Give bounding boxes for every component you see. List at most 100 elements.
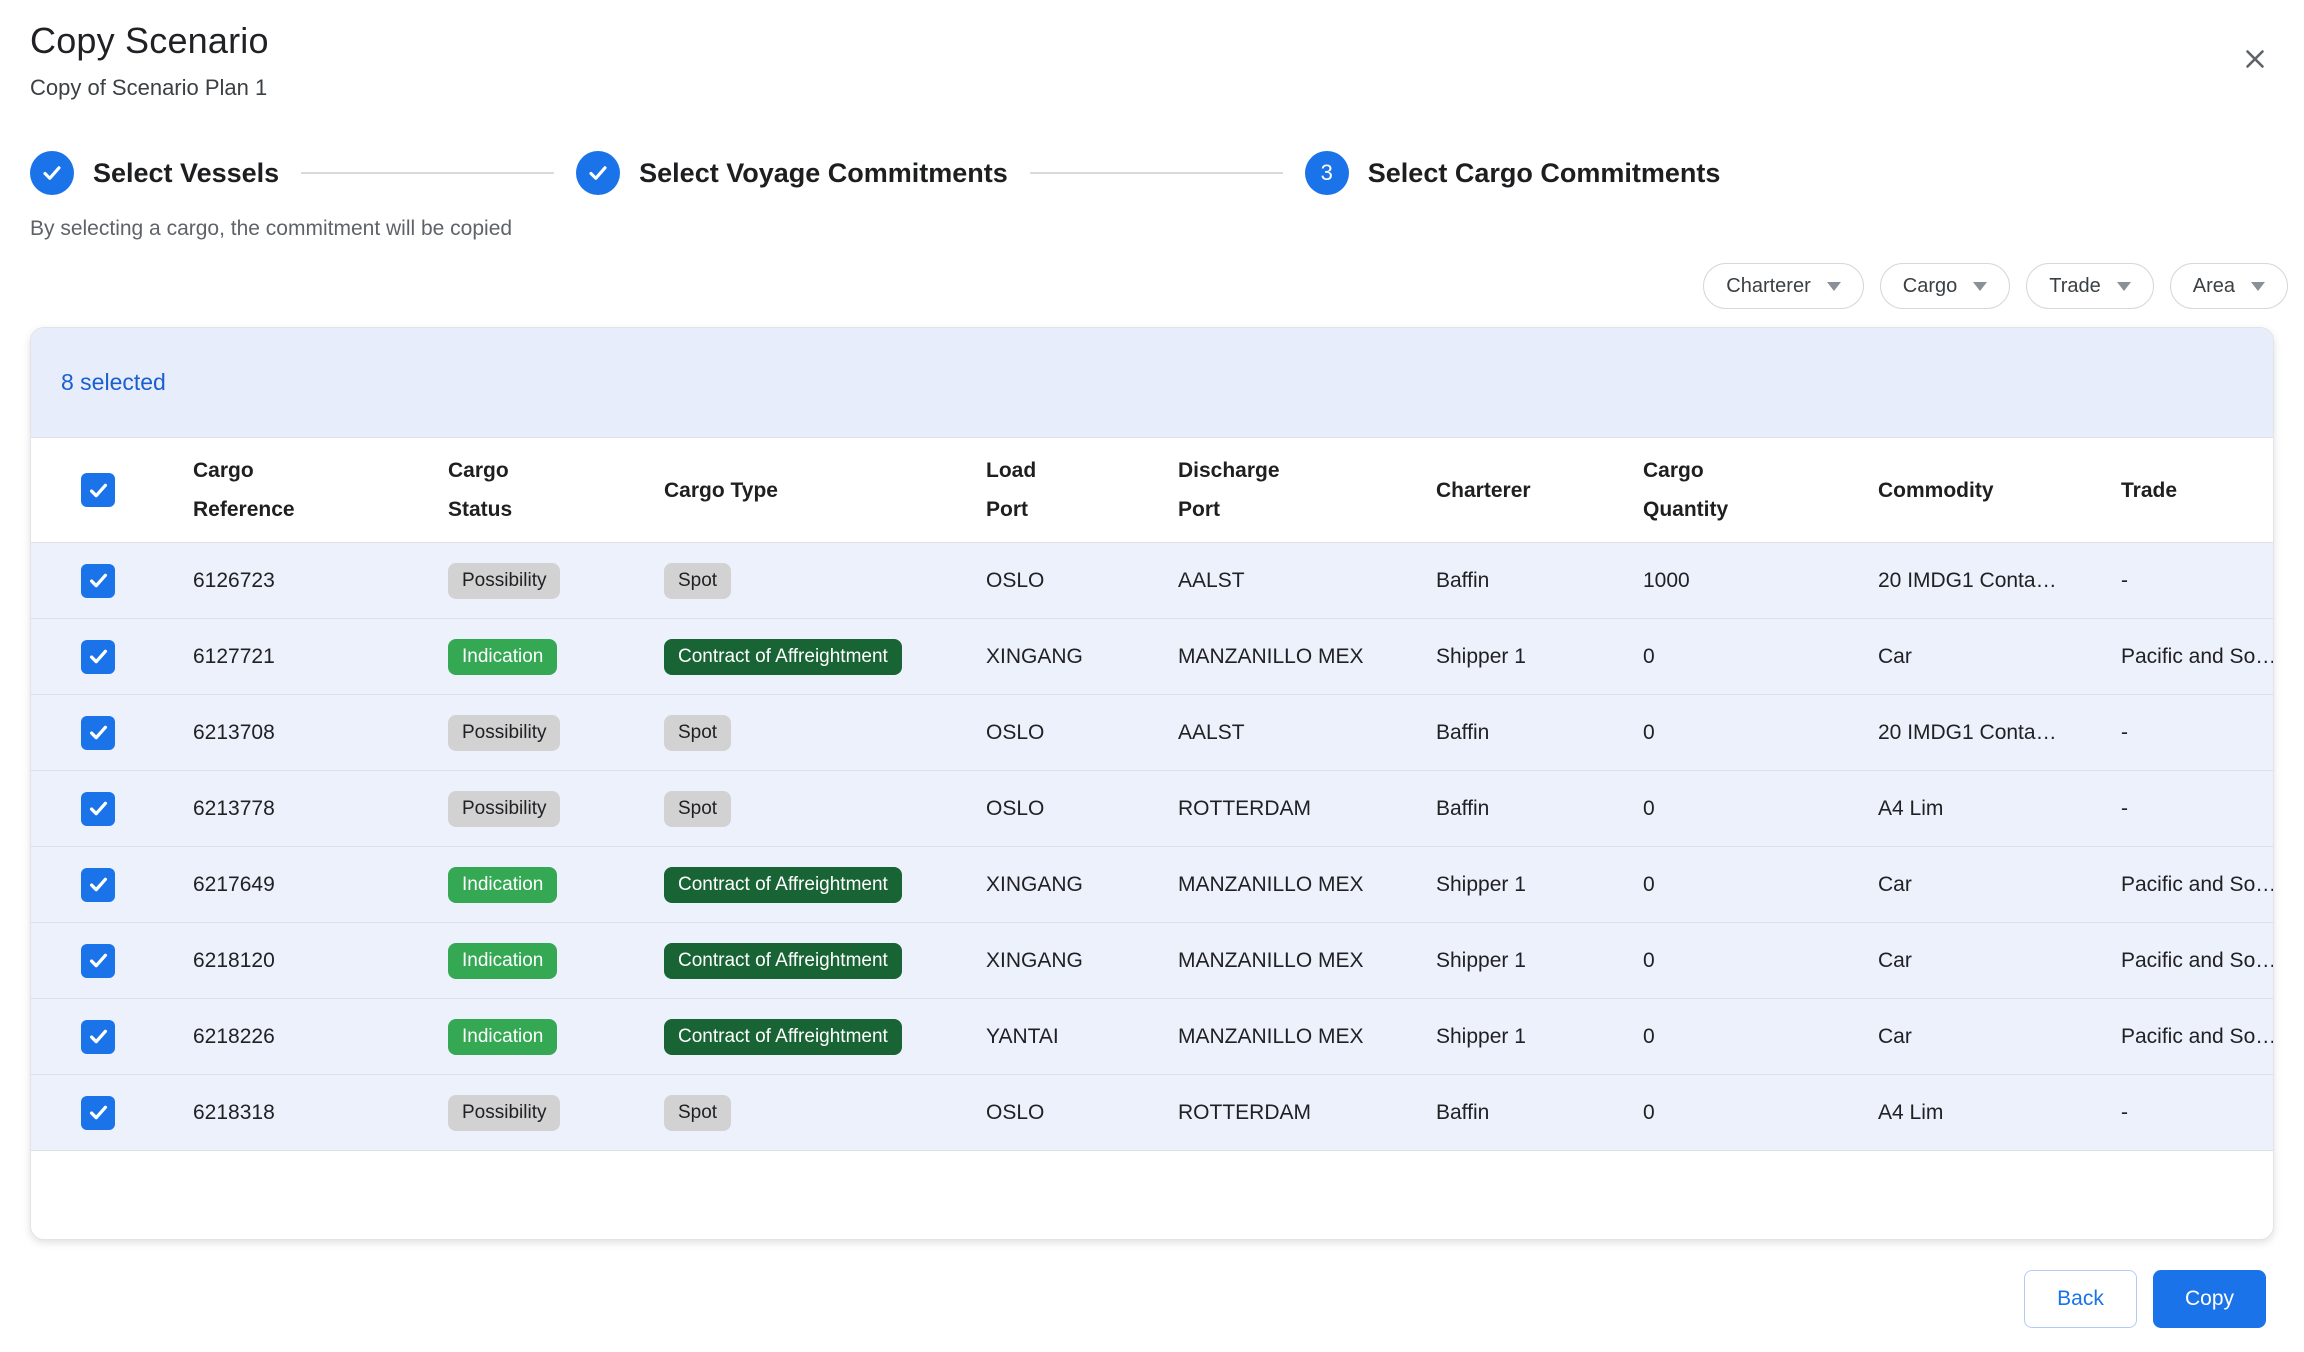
cell-charterer: Baffin [1436, 797, 1643, 821]
col-header-cargo-status: Cargo Status [448, 451, 664, 529]
row-checkbox[interactable] [81, 640, 115, 674]
filter-area[interactable]: Area [2170, 263, 2288, 309]
cargo-status-badge: Possibility [448, 791, 560, 827]
row-select-cell [31, 564, 193, 598]
filter-label: Charterer [1726, 275, 1810, 298]
cell-cargo-status: Indication [448, 867, 664, 903]
step-label: Select Voyage Commitments [639, 158, 1008, 189]
cell-discharge-port: ROTTERDAM [1178, 797, 1436, 821]
row-select-cell [31, 792, 193, 826]
cell-discharge-port: MANZANILLO MEX [1178, 873, 1436, 897]
cell-trade: - [2121, 797, 2273, 821]
step-select-cargo-commitments[interactable]: 3 Select Cargo Commitments [1305, 151, 1721, 195]
table-body: 6126723 Possibility Spot OSLO AALST Baff… [31, 543, 2273, 1151]
cell-cargo-status: Indication [448, 943, 664, 979]
row-checkbox[interactable] [81, 868, 115, 902]
cell-load-port: XINGANG [986, 873, 1178, 897]
row-checkbox[interactable] [81, 1020, 115, 1054]
col-header-commodity: Commodity [1878, 471, 2121, 510]
row-select-cell [31, 944, 193, 978]
cell-cargo-type: Contract of Affreightment [664, 639, 986, 675]
cell-load-port: OSLO [986, 1101, 1178, 1125]
filter-charterer[interactable]: Charterer [1703, 263, 1863, 309]
table-row[interactable]: 6126723 Possibility Spot OSLO AALST Baff… [31, 543, 2273, 619]
cell-charterer: Baffin [1436, 721, 1643, 745]
select-all-checkbox[interactable] [81, 473, 115, 507]
row-checkbox[interactable] [81, 792, 115, 826]
cell-cargo-quantity: 0 [1643, 1025, 1878, 1049]
table-header-row: Cargo Reference Cargo Status Cargo Type … [31, 438, 2273, 543]
table-row[interactable]: 6127721 Indication Contract of Affreight… [31, 619, 2273, 695]
cell-load-port: OSLO [986, 569, 1178, 593]
cell-cargo-reference: 6217649 [193, 873, 448, 897]
cell-cargo-type: Contract of Affreightment [664, 943, 986, 979]
cell-trade: - [2121, 1101, 2273, 1125]
step-select-voyage-commitments[interactable]: Select Voyage Commitments [576, 151, 1008, 195]
row-checkbox[interactable] [81, 1096, 115, 1130]
step-select-vessels[interactable]: Select Vessels [30, 151, 279, 195]
cargo-type-badge: Spot [664, 791, 731, 827]
cell-cargo-quantity: 0 [1643, 873, 1878, 897]
filter-label: Area [2193, 275, 2235, 298]
cell-trade: - [2121, 569, 2273, 593]
cell-charterer: Shipper 1 [1436, 1025, 1643, 1049]
cell-load-port: OSLO [986, 721, 1178, 745]
cargo-type-badge: Contract of Affreightment [664, 639, 902, 675]
back-button[interactable]: Back [2024, 1270, 2137, 1328]
cell-cargo-status: Indication [448, 639, 664, 675]
cell-commodity: Car [1878, 949, 2121, 973]
check-icon [87, 797, 110, 820]
table-row[interactable]: 6217649 Indication Contract of Affreight… [31, 847, 2273, 923]
dialog-subtitle: Copy of Scenario Plan 1 [30, 75, 2304, 101]
cell-charterer: Baffin [1436, 569, 1643, 593]
col-header-discharge-port: Discharge Port [1178, 451, 1436, 529]
cell-cargo-quantity: 0 [1643, 1101, 1878, 1125]
row-checkbox[interactable] [81, 716, 115, 750]
cell-cargo-reference: 6218318 [193, 1101, 448, 1125]
select-all-cell [31, 473, 193, 507]
chevron-down-icon [1973, 282, 1987, 291]
cell-trade: Pacific and So… [2121, 873, 2273, 897]
dialog-footer: Back Copy [2024, 1270, 2266, 1328]
chevron-down-icon [2117, 282, 2131, 291]
col-header-load-port: Load Port [986, 451, 1178, 529]
step-complete-check-icon [30, 151, 74, 195]
cell-cargo-type: Contract of Affreightment [664, 1019, 986, 1055]
table-row[interactable]: 6213708 Possibility Spot OSLO AALST Baff… [31, 695, 2273, 771]
row-checkbox[interactable] [81, 944, 115, 978]
cargo-type-badge: Contract of Affreightment [664, 943, 902, 979]
check-icon [87, 1025, 110, 1048]
cargo-status-badge: Possibility [448, 715, 560, 751]
cell-cargo-reference: 6218120 [193, 949, 448, 973]
copy-button[interactable]: Copy [2153, 1270, 2266, 1328]
stepper: Select Vessels Select Voyage Commitments… [30, 151, 2304, 195]
cell-charterer: Shipper 1 [1436, 949, 1643, 973]
cell-cargo-quantity: 0 [1643, 949, 1878, 973]
cargo-status-badge: Indication [448, 639, 557, 675]
step-number-badge: 3 [1305, 151, 1349, 195]
chevron-down-icon [1827, 282, 1841, 291]
cell-discharge-port: AALST [1178, 569, 1436, 593]
stepper-connector [1030, 172, 1283, 174]
cell-cargo-status: Indication [448, 1019, 664, 1055]
cell-commodity: Car [1878, 873, 2121, 897]
table-row[interactable]: 6218318 Possibility Spot OSLO ROTTERDAM … [31, 1075, 2273, 1151]
table-row[interactable]: 6213778 Possibility Spot OSLO ROTTERDAM … [31, 771, 2273, 847]
cell-cargo-type: Spot [664, 715, 986, 751]
cell-commodity: 20 IMDG1 Conta… [1878, 721, 2121, 745]
filter-cargo[interactable]: Cargo [1880, 263, 2010, 309]
table-row[interactable]: 6218226 Indication Contract of Affreight… [31, 999, 2273, 1075]
cell-trade: Pacific and So… [2121, 1025, 2273, 1049]
col-header-cargo-quantity: Cargo Quantity [1643, 451, 1878, 529]
row-checkbox[interactable] [81, 564, 115, 598]
table-row[interactable]: 6218120 Indication Contract of Affreight… [31, 923, 2273, 999]
close-button[interactable] [2232, 36, 2278, 82]
cell-cargo-reference: 6218226 [193, 1025, 448, 1049]
filter-trade[interactable]: Trade [2026, 263, 2154, 309]
cell-cargo-type: Contract of Affreightment [664, 867, 986, 903]
cell-trade: - [2121, 721, 2273, 745]
cell-cargo-status: Possibility [448, 791, 664, 827]
check-icon [87, 645, 110, 668]
close-icon [2240, 44, 2270, 74]
filter-label: Cargo [1903, 275, 1957, 298]
